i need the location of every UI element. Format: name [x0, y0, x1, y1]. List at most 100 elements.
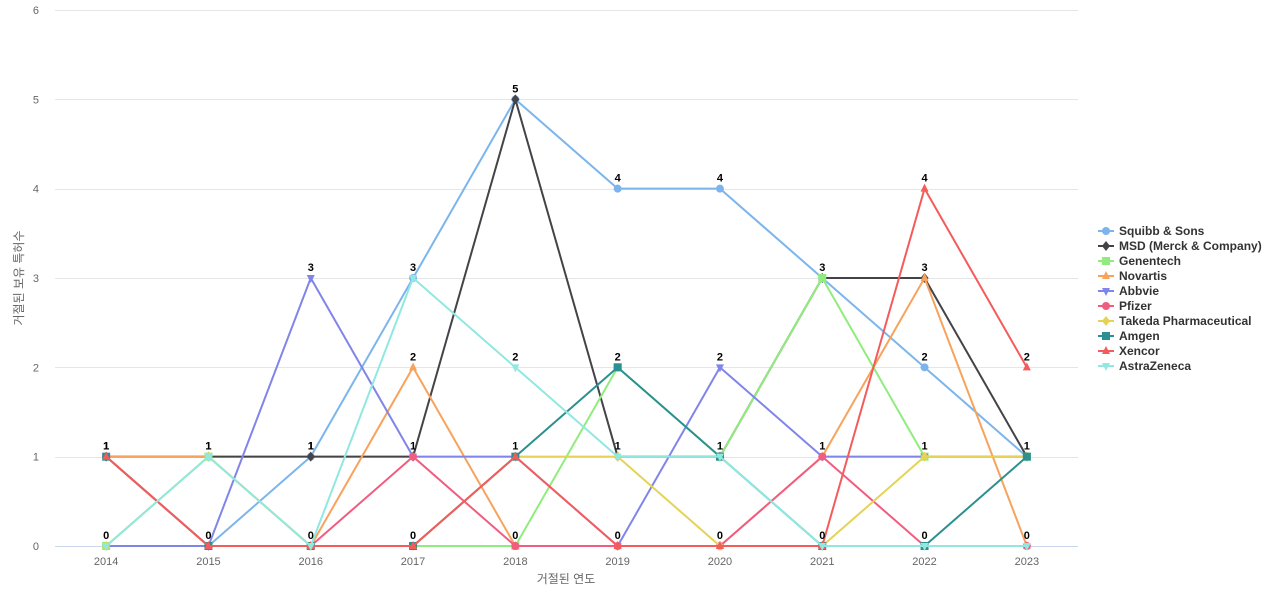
data-label: 1 [921, 441, 927, 453]
y-tick-label: 0 [33, 541, 39, 553]
legend-label: Novartis [1119, 269, 1167, 283]
legend-item: Novartis [1098, 269, 1167, 283]
x-tick-label: 2015 [196, 556, 220, 568]
data-point [818, 452, 827, 461]
data-point [1102, 316, 1110, 326]
data-point [409, 275, 418, 283]
data-label: 1 [308, 441, 314, 453]
data-point [409, 362, 418, 371]
data-point [1102, 332, 1110, 340]
data-label: 0 [921, 530, 927, 542]
data-label: 1 [308, 441, 314, 453]
y-axis-ticks: 0 1 2 3 4 5 6 [33, 5, 39, 553]
legend-label: Squibb & Sons [1119, 224, 1205, 238]
data-label: 1 [1024, 441, 1030, 453]
x-axis-title: 거절된 연도 [537, 572, 596, 586]
data-point [715, 453, 724, 462]
data-label: 1 [819, 441, 825, 453]
data-label: 2 [615, 351, 621, 363]
data-point [613, 184, 622, 193]
y-tick-label: 6 [33, 5, 39, 17]
x-tick-label: 2020 [708, 556, 732, 568]
data-point [920, 363, 929, 372]
data-point [920, 273, 929, 281]
legend-item: AstraZeneca [1098, 359, 1191, 373]
legend-label: Takeda Pharmaceutical [1119, 314, 1252, 328]
legend-label: Abbvie [1119, 284, 1159, 298]
x-tick-label: 2019 [605, 556, 629, 568]
data-point [715, 364, 724, 373]
legend-item: MSD (Merck & Company) [1098, 239, 1262, 253]
data-label: 4 [717, 173, 724, 185]
data-label: 0 [615, 530, 621, 542]
x-tick-label: 2018 [503, 556, 527, 568]
data-point [409, 452, 418, 461]
data-label: 3 [921, 262, 927, 274]
data-point [1102, 288, 1110, 296]
data-point [306, 543, 315, 551]
legend-item: Takeda Pharmaceutical [1098, 314, 1252, 328]
data-point [613, 363, 622, 372]
series-line [105, 277, 1027, 547]
data-point [715, 184, 724, 193]
y-tick-label: 4 [33, 184, 39, 196]
data-point [920, 451, 929, 462]
legend-label: Pfizer [1119, 299, 1152, 313]
data-point [102, 451, 111, 460]
data-point [920, 183, 929, 192]
legend-item: Genentech [1098, 254, 1181, 268]
data-point [102, 543, 111, 551]
data-point [306, 451, 315, 462]
data-point [1102, 271, 1110, 279]
data-point [306, 275, 315, 283]
data-label: 0 [819, 530, 825, 542]
data-point [613, 453, 622, 462]
data-label: 3 [819, 262, 825, 274]
legend-item: Amgen [1098, 329, 1160, 343]
legend-label: AstraZeneca [1119, 359, 1191, 373]
series-line [105, 187, 1028, 547]
legend-label: MSD (Merck & Company) [1119, 239, 1262, 253]
data-point [1102, 302, 1110, 310]
data-label: 0 [717, 530, 723, 542]
x-tick-label: 2016 [299, 556, 323, 568]
legend-item: Xencor [1098, 344, 1160, 358]
y-tick-label: 5 [33, 94, 39, 106]
series-xencor [102, 183, 1031, 549]
legend-label: Amgen [1119, 329, 1160, 343]
data-point [409, 541, 418, 549]
data-point [920, 543, 929, 551]
data-label: 1 [615, 441, 621, 453]
data-label: 2 [410, 351, 416, 363]
data-label: 2 [1024, 351, 1030, 363]
data-point [613, 541, 622, 549]
series-line [106, 98, 1028, 458]
data-point [511, 542, 520, 550]
data-point [1102, 346, 1110, 354]
data-point [818, 274, 827, 282]
data-label: 4 [921, 173, 928, 185]
data-point [1022, 362, 1031, 371]
data-point [1102, 363, 1110, 371]
legend-label: Xencor [1119, 344, 1160, 358]
data-label: 5 [512, 83, 518, 95]
data-point [1102, 241, 1110, 251]
y-axis-title: 거절된 보유 특허수 [12, 231, 26, 326]
data-label: 2 [717, 351, 723, 363]
data-label: 0 [308, 530, 314, 542]
x-tick-label: 2022 [912, 556, 936, 568]
data-point [204, 453, 213, 462]
legend-item: Squibb & Sons [1098, 224, 1205, 238]
x-axis-ticks: 2014 2015 2016 2017 2018 2019 2020 2021 2022 2023 [94, 556, 1039, 568]
data-label: 1 [103, 441, 109, 453]
data-label: 0 [103, 530, 109, 542]
y-tick-label: 3 [33, 273, 39, 285]
data-label: 0 [512, 530, 518, 542]
data-point [715, 541, 724, 549]
x-tick-label: 2023 [1015, 556, 1039, 568]
grid-lines [55, 10, 1078, 458]
data-label: 2 [921, 351, 927, 363]
data-point [511, 451, 520, 460]
